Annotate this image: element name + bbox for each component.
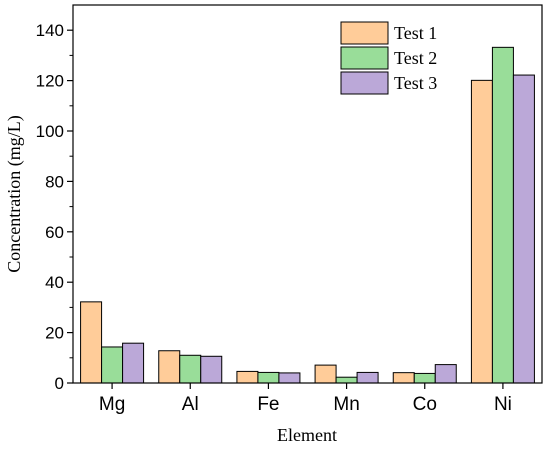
legend: Test 1 Test 2 Test 3 bbox=[340, 21, 437, 95]
y-tick-label: 140 bbox=[36, 21, 64, 40]
bar-al-series-3 bbox=[200, 355, 223, 384]
legend-label-series-3: Test 3 bbox=[394, 73, 437, 93]
bar-co-series-2 bbox=[413, 372, 436, 384]
bar-mg-series-1 bbox=[80, 301, 103, 384]
bar-mn-series-1 bbox=[314, 364, 337, 384]
legend-label-series-2: Test 2 bbox=[394, 48, 437, 68]
bars-layer bbox=[80, 46, 535, 384]
x-tick-label-mn: Mn bbox=[333, 394, 359, 415]
y-tick-label: 40 bbox=[45, 273, 64, 292]
y-tick-label: 0 bbox=[55, 374, 64, 393]
y-tick-label: 120 bbox=[36, 72, 64, 91]
y-tick-label: 80 bbox=[45, 172, 64, 191]
plot-frame bbox=[72, 4, 543, 384]
legend-label-series-1: Test 1 bbox=[394, 23, 437, 43]
bar-al-series-1 bbox=[158, 350, 181, 384]
bar-fe-series-2 bbox=[257, 371, 280, 384]
bar-mn-series-2 bbox=[335, 376, 358, 384]
bar-ni-series-1 bbox=[470, 79, 493, 384]
x-tick-label-co: Co bbox=[413, 394, 437, 415]
bar-mg-series-2 bbox=[101, 346, 124, 384]
bar-al-series-2 bbox=[179, 354, 202, 384]
y-tick-label: 20 bbox=[45, 324, 64, 343]
y-tick-label: 100 bbox=[36, 122, 64, 141]
bar-mg-series-3 bbox=[122, 342, 145, 384]
x-tick-label-mg: Mg bbox=[99, 394, 125, 415]
legend-swatch-series-2 bbox=[340, 46, 389, 70]
bar-fe-series-1 bbox=[236, 370, 259, 384]
y-axis: 0 20 40 60 80 100 120 140 bbox=[36, 21, 73, 393]
x-tick-label-fe: Fe bbox=[257, 394, 279, 415]
x-tick-label-ni: Ni bbox=[494, 394, 512, 415]
bar-mn-series-3 bbox=[356, 371, 379, 384]
y-tick-label: 60 bbox=[45, 223, 64, 242]
bar-ni-series-2 bbox=[491, 46, 514, 384]
y-axis-title: Concentration (mg/L) bbox=[4, 115, 25, 272]
bar-ni-series-3 bbox=[512, 74, 535, 384]
x-axis-title: Element bbox=[277, 425, 337, 445]
x-axis: Mg Al Fe Mn Co Ni bbox=[99, 383, 512, 415]
bar-co-series-3 bbox=[434, 364, 457, 384]
bar-co-series-1 bbox=[392, 372, 415, 384]
x-tick-label-al: Al bbox=[182, 394, 199, 415]
legend-swatch-series-3 bbox=[340, 71, 389, 95]
legend-swatch-series-1 bbox=[340, 21, 389, 45]
bar-fe-series-3 bbox=[278, 372, 301, 384]
